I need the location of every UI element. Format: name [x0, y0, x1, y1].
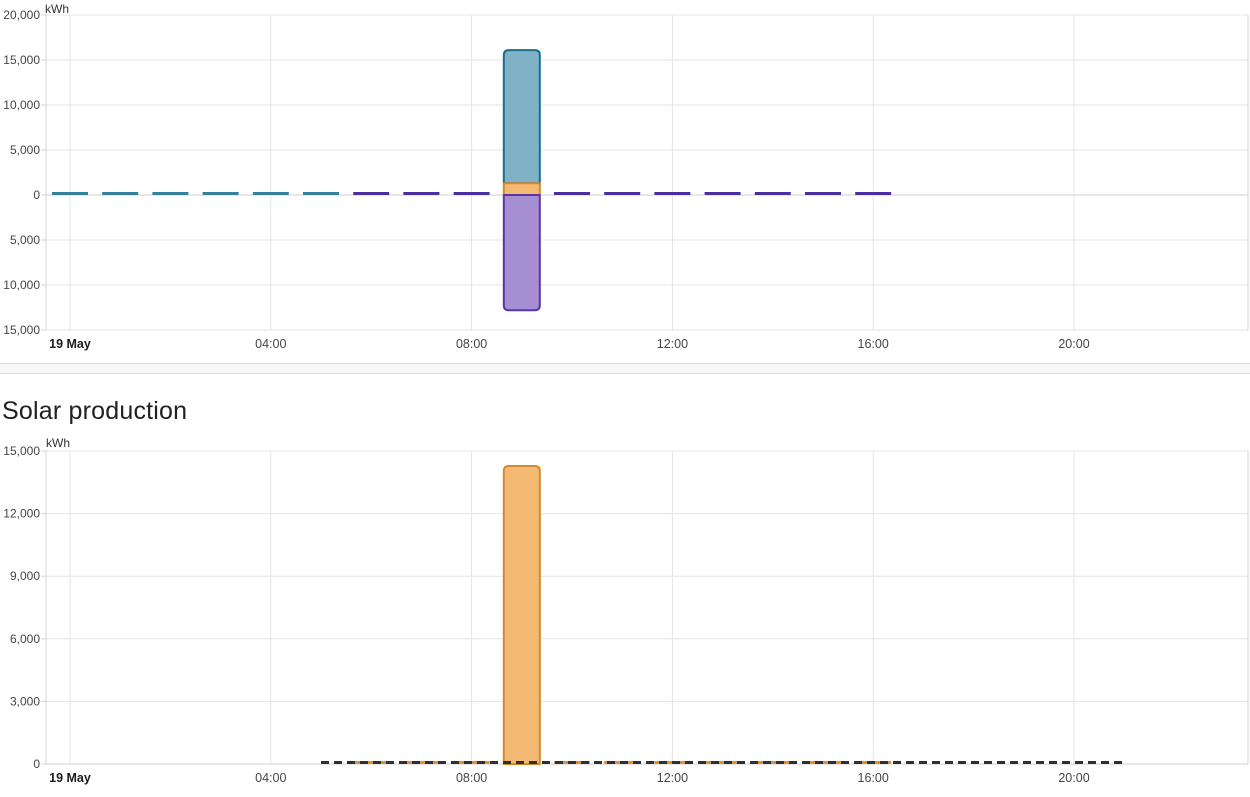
y-axis-label: 15,000 — [3, 53, 40, 67]
x-axis-label: 08:00 — [456, 771, 487, 785]
horizontal-scrollbar-track[interactable] — [0, 363, 1250, 374]
x-axis-label: 19 May — [49, 771, 91, 785]
y-axis-label: 9,000 — [10, 569, 40, 583]
bar-return-to-grid[interactable] — [502, 194, 541, 312]
solar-production-chart: 15,000 12,000 9,000 6,000 3,000 0 19 May 04:00 0… — [3, 436, 1249, 785]
x-axis-label: 20:00 — [1058, 771, 1089, 785]
solar-production-title: Solar production — [2, 397, 188, 425]
y-axis-unit-label: kWh — [46, 436, 70, 450]
energy-usage-chart: 20,000 15,000 10,000 5,000 0 5,000 10,000 15,00… — [3, 2, 1249, 351]
y-axis-label: 6,000 — [10, 632, 40, 646]
bar-solar-consumption[interactable] — [502, 182, 541, 196]
x-axis-label: 19 May — [49, 337, 91, 351]
y-axis-label: 10,000 — [3, 278, 40, 292]
x-axis-label: 08:00 — [456, 337, 487, 351]
x-axis-label: 04:00 — [255, 337, 286, 351]
x-axis-label: 12:00 — [657, 771, 688, 785]
y-axis-label: 10,000 — [3, 98, 40, 112]
x-axis-label: 12:00 — [657, 337, 688, 351]
x-axis-label: 16:00 — [858, 337, 889, 351]
y-axis-label: 3,000 — [10, 694, 40, 708]
y-axis-label: 5,000 — [10, 233, 40, 247]
y-axis-label: 5,000 — [10, 143, 40, 157]
bar-grid-consumption[interactable] — [502, 49, 541, 185]
y-axis-unit-label: kWh — [45, 2, 69, 16]
y-axis-label: 0 — [33, 757, 40, 771]
x-axis-label: 20:00 — [1058, 337, 1089, 351]
x-axis-label: 16:00 — [858, 771, 889, 785]
y-axis-label: 15,000 — [3, 323, 40, 337]
y-axis-label: 20,000 — [3, 8, 40, 22]
y-axis-label: 0 — [33, 188, 40, 202]
x-axis-label: 04:00 — [255, 771, 286, 785]
bar-solar-production[interactable] — [502, 465, 541, 765]
y-axis-label: 12,000 — [3, 507, 40, 521]
y-axis-label: 15,000 — [3, 444, 40, 458]
